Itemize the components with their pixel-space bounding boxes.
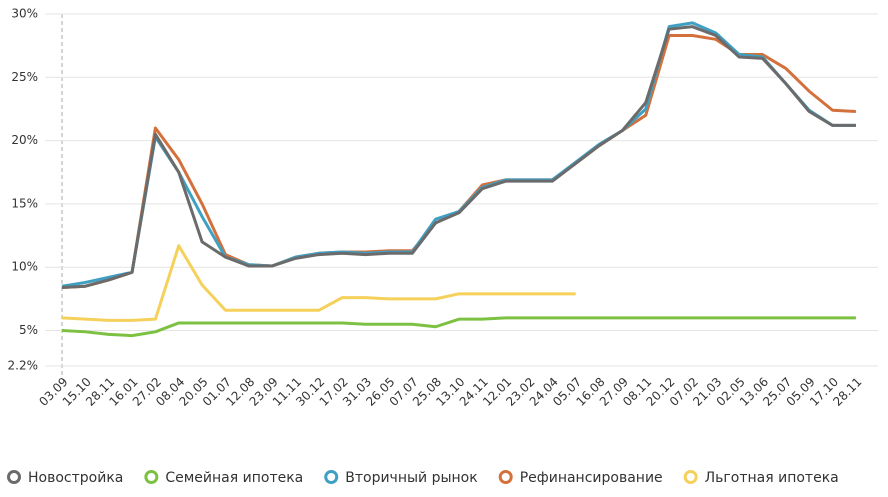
legend-label: Рефинансирование (520, 470, 663, 486)
legend-label: Новостройка (28, 470, 123, 486)
legend-marker (498, 470, 513, 484)
y-tick-label: 20% (11, 133, 38, 147)
legend-label: Льготная ипотека (705, 470, 839, 486)
legend-marker (324, 470, 339, 484)
y-tick-label: 30% (11, 7, 38, 21)
y-tick-label: 5% (19, 323, 38, 337)
legend-label: Семейная ипотека (165, 470, 303, 486)
legend-label: Вторичный рынок (345, 470, 477, 486)
legend-marker (683, 470, 698, 484)
legend-marker (144, 470, 159, 484)
y-tick-label: 15% (11, 196, 38, 210)
y-tick-label: 2.2% (8, 359, 39, 373)
series-line (61, 25, 856, 289)
series-line (61, 316, 856, 338)
y-tick-label: 25% (11, 70, 38, 84)
y-tick-label: 10% (11, 260, 38, 274)
legend-marker (7, 470, 21, 484)
series-line (61, 244, 576, 322)
